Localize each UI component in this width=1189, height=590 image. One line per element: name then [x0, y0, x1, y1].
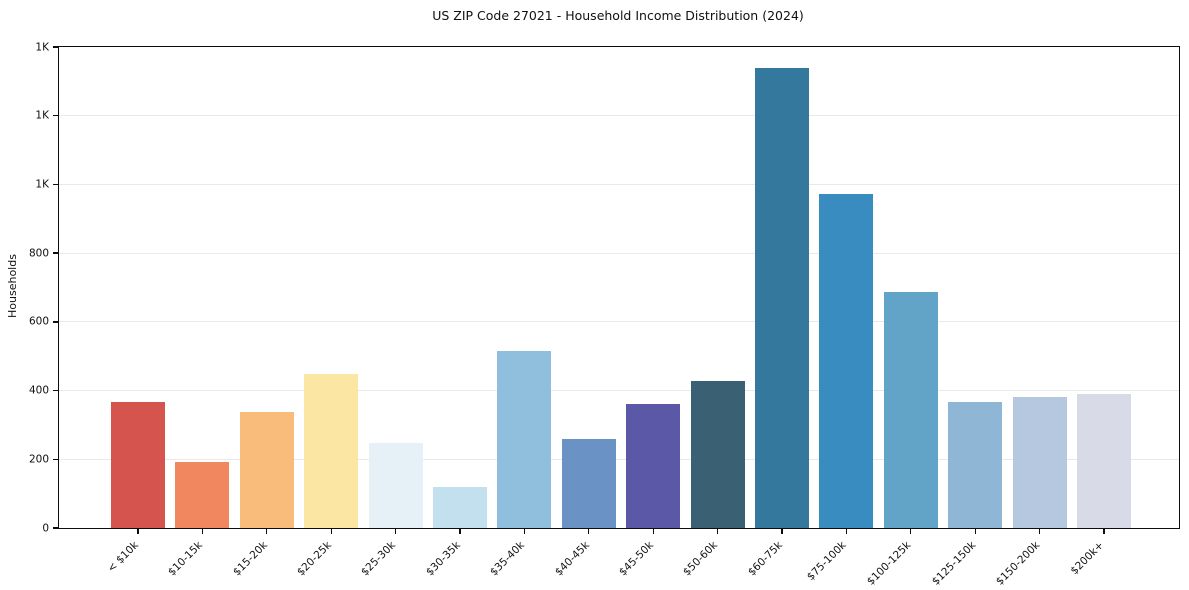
gridline-y-1200: [59, 115, 1179, 117]
y-tick-mark: [53, 115, 58, 117]
x-tick-label: $60-75k: [745, 539, 785, 579]
bar-14: [948, 402, 1003, 528]
x-tick-mark: [459, 529, 461, 534]
bar-1: [111, 401, 165, 528]
y-tick-mark: [53, 46, 58, 48]
bar-6: [433, 486, 487, 528]
x-tick-label: $15-20k: [230, 539, 270, 579]
gridline-y-200: [59, 458, 1179, 460]
gridline-y-600: [59, 321, 1179, 323]
x-tick-mark: [588, 529, 590, 534]
y-tick-label: 0: [42, 521, 49, 534]
x-tick-mark: [652, 529, 654, 534]
x-tick-mark: [716, 529, 719, 534]
bar-13: [883, 291, 938, 528]
bar-8: [561, 439, 616, 528]
x-tick-label: $75-100k: [805, 539, 850, 584]
x-tick-mark: [845, 529, 848, 534]
gridline-y-1000: [59, 183, 1179, 185]
x-tick-label: $10-15k: [165, 539, 206, 579]
x-tick-label: $150-200k: [993, 539, 1043, 588]
y-tick-label: 1K: [35, 40, 49, 53]
bar-12: [819, 194, 874, 528]
y-tick-mark: [53, 321, 58, 323]
gridline-y-800: [59, 252, 1179, 254]
x-tick-label: < $10k: [105, 539, 141, 575]
y-tick-label: 600: [28, 315, 49, 328]
y-tick-label: 1K: [35, 109, 49, 122]
x-tick-label: $45-50k: [616, 539, 656, 579]
y-tick-mark: [53, 527, 58, 529]
x-tick-mark: [910, 529, 912, 534]
y-tick-mark: [53, 183, 58, 186]
bar-5: [368, 443, 423, 528]
x-tick-mark: [1103, 529, 1105, 534]
x-tick-mark: [330, 529, 332, 534]
bar-10: [690, 380, 745, 528]
y-tick-label: 1K: [35, 178, 49, 191]
x-tick-label: $30-35k: [423, 539, 463, 579]
y-tick-mark: [53, 458, 58, 460]
x-tick-label: $40-45k: [552, 539, 592, 579]
bar-2: [175, 462, 230, 528]
gridline-y-400: [59, 390, 1179, 392]
y-tick-mark: [53, 389, 58, 392]
x-tick-mark: [974, 529, 976, 534]
bar-16: [1077, 394, 1131, 528]
bar-7: [497, 351, 552, 528]
y-tick-label: 200: [28, 453, 49, 466]
x-tick-label: $35-40k: [487, 539, 528, 579]
chart-title: US ZIP Code 27021 - Household Income Dis…: [432, 8, 804, 23]
x-tick-mark: [201, 529, 204, 534]
x-tick-label: $20-25k: [294, 539, 334, 579]
y-tick-label: 800: [28, 246, 49, 259]
x-tick-mark: [523, 529, 526, 534]
x-tick-mark: [394, 529, 397, 534]
x-tick-label: $25-30k: [359, 539, 399, 579]
bar-4: [304, 374, 359, 528]
x-tick-label: $200k+: [1068, 539, 1107, 578]
bar-9: [626, 403, 681, 528]
x-tick-mark: [266, 529, 268, 534]
y-tick-label: 400: [28, 384, 49, 397]
bar-3: [239, 411, 294, 528]
y-tick-mark: [53, 252, 58, 254]
x-tick-label: $100-125k: [864, 539, 914, 588]
x-tick-label: $125-150k: [929, 539, 978, 588]
bar-11: [755, 68, 809, 528]
y-axis-label: Households: [6, 254, 19, 319]
x-tick-mark: [137, 529, 139, 534]
x-tick-label: $50-60k: [681, 539, 721, 579]
x-tick-mark: [1038, 529, 1041, 534]
x-tick-mark: [781, 529, 783, 534]
bar-15: [1012, 396, 1067, 528]
plot-area: 0 200 400 600 800 1K 1K 1K < $10k $10-15k $15-20k $…: [29, 42, 1180, 588]
